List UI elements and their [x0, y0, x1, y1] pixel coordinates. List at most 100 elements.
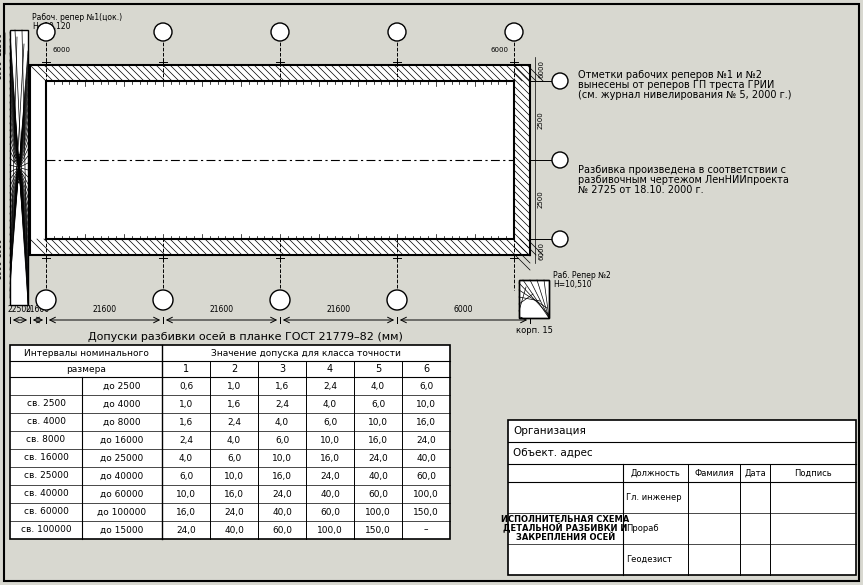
Text: ЗАКРЕПЛЕНИЯ ОСЕЙ: ЗАКРЕПЛЕНИЯ ОСЕЙ — [516, 533, 615, 542]
Text: корп.18: корп.18 — [15, 152, 23, 183]
Text: 6,0: 6,0 — [179, 472, 193, 480]
Bar — [10, 345, 450, 539]
Bar — [46, 81, 514, 239]
Text: 60,0: 60,0 — [416, 472, 436, 480]
Text: 17: 17 — [507, 27, 520, 37]
Text: 6000: 6000 — [52, 47, 70, 53]
Text: до 4000: до 4000 — [104, 400, 141, 408]
Circle shape — [552, 231, 568, 247]
Text: 60,0: 60,0 — [368, 490, 388, 498]
Text: 4,0: 4,0 — [275, 418, 289, 426]
Text: 6,0: 6,0 — [323, 418, 337, 426]
Text: 100,0: 100,0 — [413, 490, 439, 498]
Text: Б: Б — [557, 156, 563, 164]
Text: св. 4000: св. 4000 — [27, 418, 66, 426]
Text: 2,4: 2,4 — [275, 400, 289, 408]
Text: 1,6: 1,6 — [275, 381, 289, 391]
Text: 10,0: 10,0 — [416, 400, 436, 408]
Text: 0,6: 0,6 — [179, 381, 193, 391]
Text: Интервалы номинального: Интервалы номинального — [23, 349, 148, 357]
Text: ИСПОЛНИТЕЛЬНАЯ СХЕМА: ИСПОЛНИТЕЛЬНАЯ СХЕМА — [501, 515, 630, 524]
Text: 6000: 6000 — [454, 305, 473, 314]
Text: 40,0: 40,0 — [320, 490, 340, 498]
Text: 5: 5 — [159, 295, 167, 305]
Bar — [10, 30, 28, 305]
Text: 150,0: 150,0 — [413, 508, 439, 517]
Text: 16,0: 16,0 — [176, 508, 196, 517]
Circle shape — [552, 152, 568, 168]
Text: 24,0: 24,0 — [224, 508, 244, 517]
Text: Подпись: Подпись — [794, 469, 832, 477]
Circle shape — [154, 23, 172, 41]
Text: H=10,510: H=10,510 — [553, 280, 592, 288]
Text: 21600: 21600 — [326, 305, 350, 314]
Text: 16,0: 16,0 — [416, 418, 436, 426]
Text: 2,4: 2,4 — [323, 381, 337, 391]
Text: 1,6: 1,6 — [227, 400, 241, 408]
Text: 100,0: 100,0 — [317, 525, 343, 535]
Text: 6,0: 6,0 — [275, 435, 289, 445]
Text: Значение допуска для класса точности: Значение допуска для класса точности — [211, 349, 401, 357]
Text: 6000: 6000 — [538, 60, 544, 78]
Text: 4,0: 4,0 — [323, 400, 337, 408]
Text: 4,0: 4,0 — [371, 381, 385, 391]
Text: 21600: 21600 — [210, 305, 234, 314]
Circle shape — [552, 73, 568, 89]
Text: 4,0: 4,0 — [227, 435, 241, 445]
Text: 1,6: 1,6 — [179, 418, 193, 426]
Text: до 15000: до 15000 — [100, 525, 143, 535]
Text: 16,0: 16,0 — [272, 472, 292, 480]
Text: A': A' — [556, 235, 564, 243]
Text: (см. журнал нивелирования № 5, 2000 г.): (см. журнал нивелирования № 5, 2000 г.) — [578, 90, 791, 100]
Text: вынесены от реперов ГП треста ГРИИ: вынесены от реперов ГП треста ГРИИ — [578, 80, 774, 90]
Bar — [519, 280, 549, 318]
Text: Геодезист: Геодезист — [626, 555, 672, 564]
Text: 4: 4 — [327, 364, 333, 374]
Text: Рабоч. репер №1(цок.): Рабоч. репер №1(цок.) — [32, 13, 123, 22]
Text: 40,0: 40,0 — [368, 472, 388, 480]
Text: 40,0: 40,0 — [416, 453, 436, 463]
Text: –: – — [424, 525, 428, 535]
Bar — [30, 65, 530, 255]
Text: 11500: 11500 — [0, 32, 3, 56]
Text: ДЕТАЛЬНОЙ РАЗБИВКИ И: ДЕТАЛЬНОЙ РАЗБИВКИ И — [503, 524, 627, 534]
Circle shape — [270, 290, 290, 310]
Text: 24,0: 24,0 — [176, 525, 196, 535]
Circle shape — [271, 23, 289, 41]
Text: до 16000: до 16000 — [100, 435, 143, 445]
Text: 16,0: 16,0 — [368, 435, 388, 445]
Circle shape — [388, 23, 406, 41]
Text: 5: 5 — [160, 27, 167, 37]
Text: до 100000: до 100000 — [98, 508, 147, 517]
Text: 10,0: 10,0 — [272, 453, 292, 463]
Text: св. 60000: св. 60000 — [23, 508, 68, 517]
Text: 21600: 21600 — [92, 305, 117, 314]
Text: Объект. адрес: Объект. адрес — [513, 448, 593, 458]
Circle shape — [387, 290, 407, 310]
Text: 2500: 2500 — [538, 191, 544, 208]
Text: 40,0: 40,0 — [224, 525, 244, 535]
Text: до 25000: до 25000 — [100, 453, 143, 463]
Text: 3: 3 — [279, 364, 285, 374]
Text: 24,0: 24,0 — [320, 472, 340, 480]
Text: 1,0: 1,0 — [227, 381, 241, 391]
Text: 2,4: 2,4 — [227, 418, 241, 426]
Text: Фамилия: Фамилия — [694, 469, 734, 477]
Text: св. 40000: св. 40000 — [23, 490, 68, 498]
Text: 9: 9 — [276, 295, 284, 305]
Text: 2: 2 — [231, 364, 237, 374]
Text: св. 25000: св. 25000 — [23, 472, 68, 480]
Text: 5000: 5000 — [0, 238, 3, 257]
Text: Должность: Должность — [631, 469, 680, 477]
Text: Прораб: Прораб — [626, 524, 658, 533]
Text: 5000: 5000 — [0, 59, 3, 79]
Circle shape — [37, 23, 55, 41]
Text: Гл. инженер: Гл. инженер — [626, 493, 682, 502]
Text: 2500: 2500 — [538, 112, 544, 129]
Text: H=10,120: H=10,120 — [32, 22, 71, 30]
Text: св. 16000: св. 16000 — [23, 453, 68, 463]
Text: до 60000: до 60000 — [100, 490, 143, 498]
Text: разбивочным чертежом ЛенНИИпроекта: разбивочным чертежом ЛенНИИпроекта — [578, 175, 789, 185]
Text: 10,0: 10,0 — [176, 490, 196, 498]
Text: до 40000: до 40000 — [100, 472, 143, 480]
